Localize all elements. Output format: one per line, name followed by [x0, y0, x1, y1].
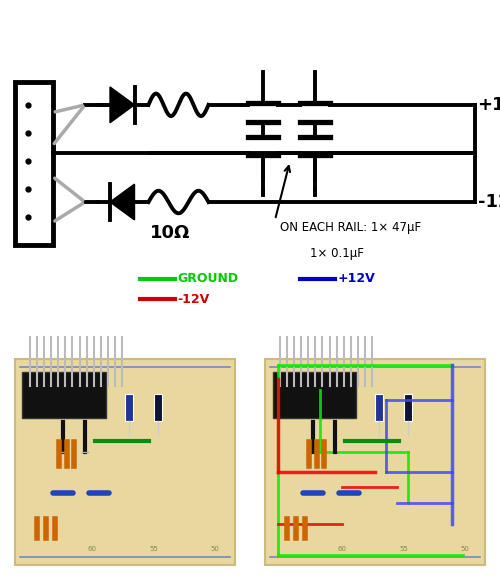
Polygon shape — [110, 87, 134, 123]
Text: -12V: -12V — [478, 193, 500, 211]
Text: 50: 50 — [461, 546, 469, 552]
Bar — [154, 394, 162, 421]
Bar — [376, 394, 384, 421]
Text: +12V: +12V — [478, 96, 500, 114]
Text: 60: 60 — [338, 546, 346, 552]
Bar — [404, 394, 412, 421]
Text: +12V: +12V — [338, 272, 375, 285]
Bar — [15, 358, 235, 565]
Text: 50: 50 — [211, 546, 220, 552]
Text: 1× 0.1μF: 1× 0.1μF — [310, 247, 364, 259]
Bar — [265, 358, 485, 565]
Bar — [15, 82, 52, 245]
Text: 55: 55 — [399, 546, 408, 552]
Text: -12V: -12V — [178, 293, 210, 306]
Bar — [22, 372, 106, 419]
Text: GROUND: GROUND — [178, 272, 238, 285]
Polygon shape — [110, 184, 134, 220]
Bar — [272, 372, 356, 419]
Text: ON EACH RAIL: 1× 47μF: ON EACH RAIL: 1× 47μF — [280, 221, 421, 234]
Text: 10Ω: 10Ω — [150, 223, 190, 241]
Text: 60: 60 — [88, 546, 96, 552]
Text: 55: 55 — [149, 546, 158, 552]
Bar — [126, 394, 134, 421]
